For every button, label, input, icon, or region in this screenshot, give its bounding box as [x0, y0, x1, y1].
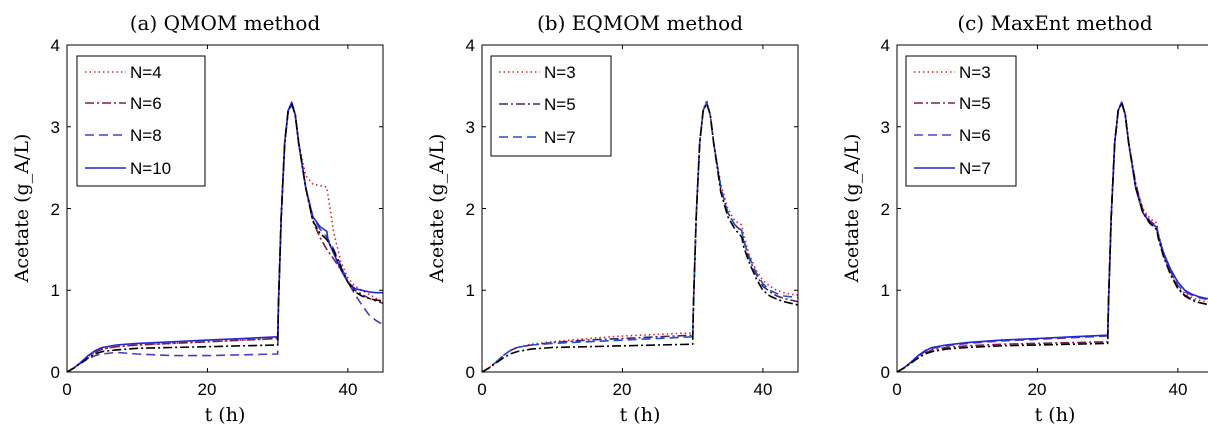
x-axis-label: t (h) — [1035, 404, 1076, 426]
x-tick-labels: 0 20 40 — [892, 380, 1187, 399]
y-tick-label: 3 — [466, 118, 475, 137]
y-tick-label: 4 — [881, 36, 890, 55]
legend-label: N=6 — [959, 126, 991, 145]
y-axis-label: Acetate (g_A/L) — [11, 134, 33, 284]
panel-maxent: (c) MaxEnt method t (h) Acetate (g_A/L) … — [841, 11, 1208, 426]
x-tick-labels: 0 20 40 — [477, 380, 772, 399]
series-line-unlabeled — [67, 103, 383, 372]
series-group — [897, 101, 1208, 372]
legend-label: N=4 — [130, 63, 162, 82]
series-group — [67, 101, 383, 372]
x-tick-label: 0 — [62, 380, 71, 399]
legend-label: N=7 — [544, 128, 576, 147]
legend-label: N=3 — [959, 63, 991, 82]
y-tick-label: 0 — [466, 363, 475, 382]
series-group — [482, 99, 798, 372]
y-tick-label: 1 — [466, 281, 475, 300]
y-tick-label: 2 — [51, 200, 60, 219]
legend: N=3 N=5 N=6 N=7 — [905, 55, 1017, 187]
series-line-unlabeled — [897, 102, 1208, 372]
y-tick-label: 0 — [51, 363, 60, 382]
legend-label: N=10 — [130, 159, 171, 178]
y-tick-label: 3 — [881, 118, 890, 137]
panel-eqmom: (b) EQMOM method t (h) Acetate (g_A/L) 0… — [426, 11, 799, 426]
y-axis-label: Acetate (g_A/L) — [841, 134, 863, 284]
chart-title: (b) EQMOM method — [537, 11, 743, 35]
legend-label: N=5 — [544, 95, 576, 114]
y-tick-labels: 0 1 2 3 4 — [51, 36, 60, 382]
y-tick-labels: 0 1 2 3 4 — [881, 36, 890, 382]
legend-box — [905, 55, 1017, 187]
legend-label: N=6 — [130, 94, 162, 113]
chart-title: (c) MaxEnt method — [957, 11, 1152, 35]
y-tick-label: 0 — [881, 363, 890, 382]
y-tick-label: 1 — [51, 281, 60, 300]
x-tick-label: 40 — [1169, 380, 1188, 399]
legend-label: N=5 — [959, 94, 991, 113]
legend-label: N=7 — [959, 159, 991, 178]
tick-marks — [481, 44, 798, 373]
tick-marks — [896, 44, 1179, 373]
y-tick-label: 2 — [881, 200, 890, 219]
chart-title: (a) QMOM method — [130, 11, 321, 35]
x-tick-label: 40 — [339, 380, 358, 399]
legend-box — [490, 55, 612, 157]
y-tick-label: 3 — [51, 118, 60, 137]
legend-label: N=3 — [544, 63, 576, 82]
x-tick-label: 20 — [613, 380, 632, 399]
x-tick-label: 40 — [754, 380, 773, 399]
tick-marks — [66, 44, 383, 373]
x-tick-label: 20 — [198, 380, 217, 399]
x-tick-label: 0 — [477, 380, 486, 399]
y-axis-label: Acetate (g_A/L) — [426, 134, 448, 284]
y-tick-label: 4 — [466, 36, 475, 55]
legend: N=3 N=5 N=7 — [490, 55, 612, 157]
legend: N=4 N=6 N=8 N=10 — [76, 55, 206, 187]
y-tick-label: 4 — [51, 36, 60, 55]
y-tick-labels: 0 1 2 3 4 — [466, 36, 475, 382]
legend-label: N=8 — [130, 126, 162, 145]
x-axis-label: t (h) — [205, 404, 246, 426]
x-tick-label: 20 — [1028, 380, 1047, 399]
x-tick-labels: 0 20 40 — [62, 380, 357, 399]
legend-box — [76, 55, 206, 187]
y-tick-label: 2 — [466, 200, 475, 219]
x-axis-label: t (h) — [620, 404, 661, 426]
panel-qmom: (a) QMOM method t (h) Acetate (g_A/L) 0 … — [11, 11, 384, 426]
x-tick-label: 0 — [892, 380, 901, 399]
y-tick-label: 1 — [881, 281, 890, 300]
series-line-unlabeled — [482, 103, 798, 372]
